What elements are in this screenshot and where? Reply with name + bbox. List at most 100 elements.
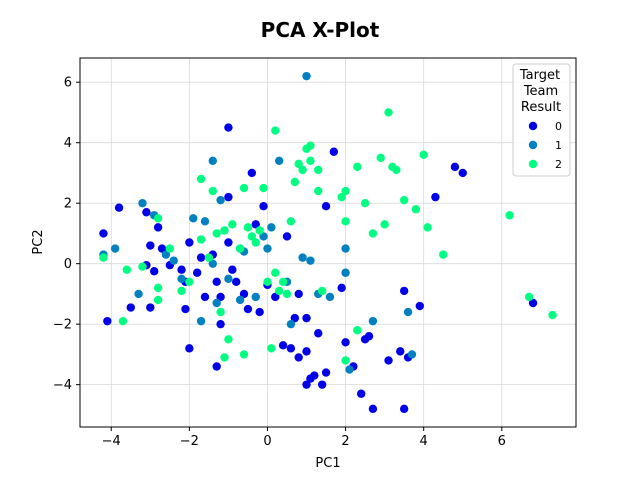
y-tick-label: 2 [64, 197, 72, 212]
data-point-class-1 [196, 316, 206, 326]
data-point-class-0 [528, 298, 538, 308]
data-point-class-0 [321, 368, 331, 377]
data-point-class-2 [306, 141, 315, 150]
data-point-class-2 [99, 253, 108, 262]
legend-label-0: 0 [555, 120, 562, 133]
data-point-class-0 [196, 253, 206, 262]
data-point-class-2 [220, 353, 229, 362]
data-point-class-0 [146, 241, 155, 250]
data-point-class-2 [298, 165, 307, 175]
data-point-class-2 [286, 217, 296, 226]
data-point-class-1 [259, 232, 268, 241]
data-point-class-2 [243, 223, 253, 232]
data-point-class-0 [212, 362, 221, 371]
data-point-class-0 [337, 283, 346, 293]
data-point-class-1 [286, 319, 296, 329]
data-point-class-2 [317, 286, 327, 296]
legend-marker-1 [528, 140, 538, 150]
data-point-class-2 [138, 262, 147, 271]
x-axis-label: PC1 [315, 456, 340, 471]
data-point-class-2 [208, 186, 217, 196]
x-tick-label: −2 [180, 434, 199, 449]
data-point-class-2 [314, 186, 323, 196]
data-point-class-2 [235, 244, 245, 253]
data-point-class-0 [321, 202, 331, 211]
chart-title: PCA X-Plot [261, 18, 380, 42]
data-point-class-0 [458, 168, 467, 178]
data-point-class-2 [259, 183, 268, 193]
data-point-class-0 [278, 341, 288, 350]
data-point-class-0 [396, 347, 405, 356]
legend-box [512, 63, 571, 177]
data-point-class-0 [232, 277, 241, 287]
legend-entries: 0 1 2 [528, 120, 562, 171]
data-point-class-2 [196, 235, 206, 244]
data-point-class-0 [317, 380, 327, 389]
data-point-class-0 [399, 404, 409, 414]
data-point-class-0 [399, 286, 409, 296]
data-point-class-0 [146, 303, 155, 312]
y-tick-label: −2 [53, 318, 72, 333]
legend-title-line-2: Team [523, 84, 558, 99]
data-point-class-2 [360, 198, 370, 208]
data-points [99, 71, 557, 414]
data-point-class-1 [341, 244, 350, 253]
data-point-class-1 [345, 365, 354, 374]
data-point-class-1 [110, 244, 120, 253]
data-point-class-2 [247, 232, 257, 241]
data-point-class-1 [138, 198, 147, 208]
data-point-class-2 [212, 229, 221, 238]
data-point-class-1 [235, 295, 245, 305]
data-point-class-1 [302, 71, 311, 81]
legend: Target Team Result 0 1 2 [512, 63, 571, 177]
data-point-class-2 [341, 217, 350, 226]
data-point-class-2 [271, 126, 280, 135]
data-point-class-0 [224, 192, 233, 202]
data-point-class-2 [353, 326, 362, 335]
data-point-class-0 [185, 238, 194, 247]
data-point-class-0 [302, 313, 311, 323]
data-point-class-2 [228, 220, 237, 229]
data-point-class-0 [271, 292, 280, 302]
data-point-class-0 [212, 277, 221, 287]
data-point-class-1 [263, 244, 272, 253]
data-point-class-2 [439, 250, 448, 259]
data-point-class-2 [267, 344, 276, 353]
data-point-class-1 [341, 268, 350, 277]
data-point-class-0 [200, 292, 210, 302]
data-point-class-1 [274, 156, 284, 166]
data-point-class-0 [243, 304, 253, 314]
data-point-class-1 [368, 316, 378, 326]
data-point-class-2 [122, 265, 132, 274]
data-point-class-0 [364, 332, 374, 341]
data-point-class-2 [153, 214, 163, 223]
data-point-class-2 [263, 277, 272, 287]
data-point-class-2 [423, 223, 432, 232]
data-point-class-2 [153, 283, 163, 293]
data-point-class-2 [419, 150, 428, 159]
data-point-class-1 [212, 298, 221, 308]
data-point-class-0 [290, 313, 300, 323]
data-point-class-1 [169, 256, 178, 265]
x-tick-label: 6 [498, 434, 506, 449]
data-point-class-1 [325, 292, 335, 302]
data-point-class-2 [282, 289, 292, 299]
y-tick-label: −4 [53, 378, 72, 393]
data-point-class-1 [267, 223, 276, 232]
data-point-class-0 [177, 265, 186, 274]
data-point-class-0 [310, 371, 319, 380]
data-point-class-0 [314, 329, 323, 338]
data-point-class-2 [274, 286, 284, 296]
data-point-class-2 [548, 310, 557, 320]
data-point-class-2 [239, 183, 249, 193]
data-point-class-0 [294, 353, 303, 362]
data-point-class-0 [286, 344, 296, 353]
data-point-class-2 [306, 156, 315, 166]
data-point-class-0 [356, 389, 366, 398]
x-tick-label: 4 [420, 434, 428, 449]
data-point-class-1 [216, 195, 225, 205]
data-point-class-0 [239, 289, 249, 299]
data-point-class-0 [259, 202, 268, 211]
data-point-class-1 [200, 217, 210, 226]
